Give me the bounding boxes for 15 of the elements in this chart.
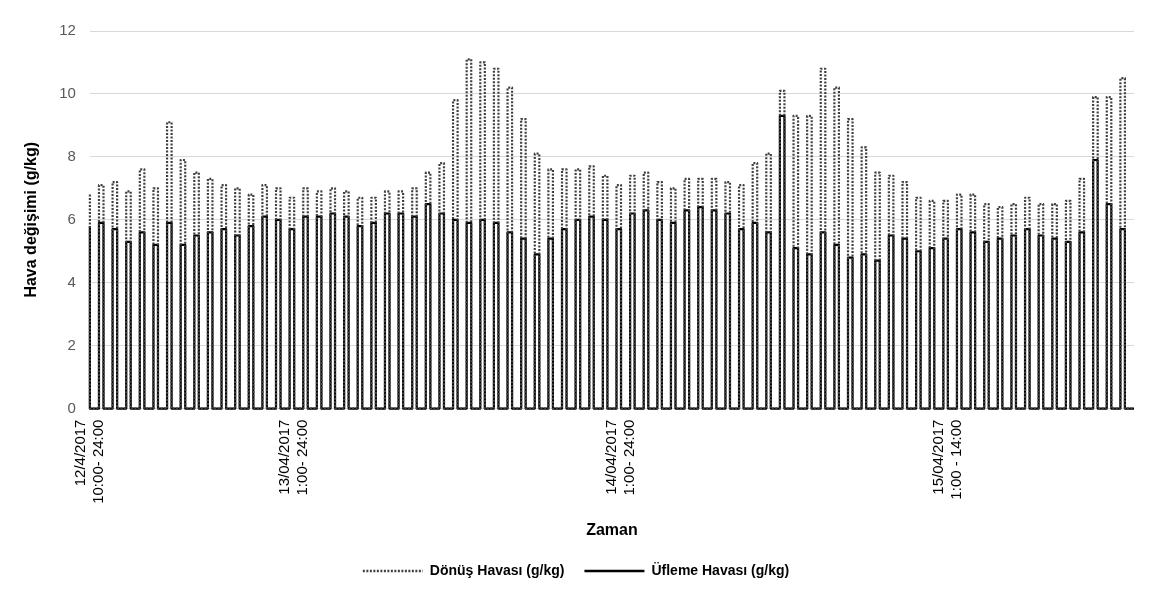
y-axis-title: Hava değişimi (g/kg)	[22, 141, 40, 298]
y-tick-label: 0	[67, 398, 76, 416]
x-tick-label: 12/4/2017 10:00- 24:00	[71, 419, 107, 504]
y-tick-label: 2	[67, 335, 76, 353]
y-tick-label: 12	[59, 21, 76, 39]
y-tick-label: 6	[67, 209, 76, 227]
x-tick-label: 13/04/2017 1:00- 24:00	[275, 419, 311, 496]
y-tick-label: 4	[67, 272, 76, 290]
x-axis-title: Zaman	[586, 520, 638, 538]
legend-label: Üfleme Havası (g/kg)	[651, 561, 790, 578]
x-tick-label: 14/04/2017 1:00- 24:00	[602, 419, 638, 496]
y-tick-label: 8	[67, 147, 76, 164]
x-tick-label: 15/04/2017 1:00 - 14:00	[929, 419, 965, 500]
legend-label: Dönüş Havası (g/kg)	[429, 561, 565, 578]
y-tick-label: 10	[59, 84, 76, 102]
